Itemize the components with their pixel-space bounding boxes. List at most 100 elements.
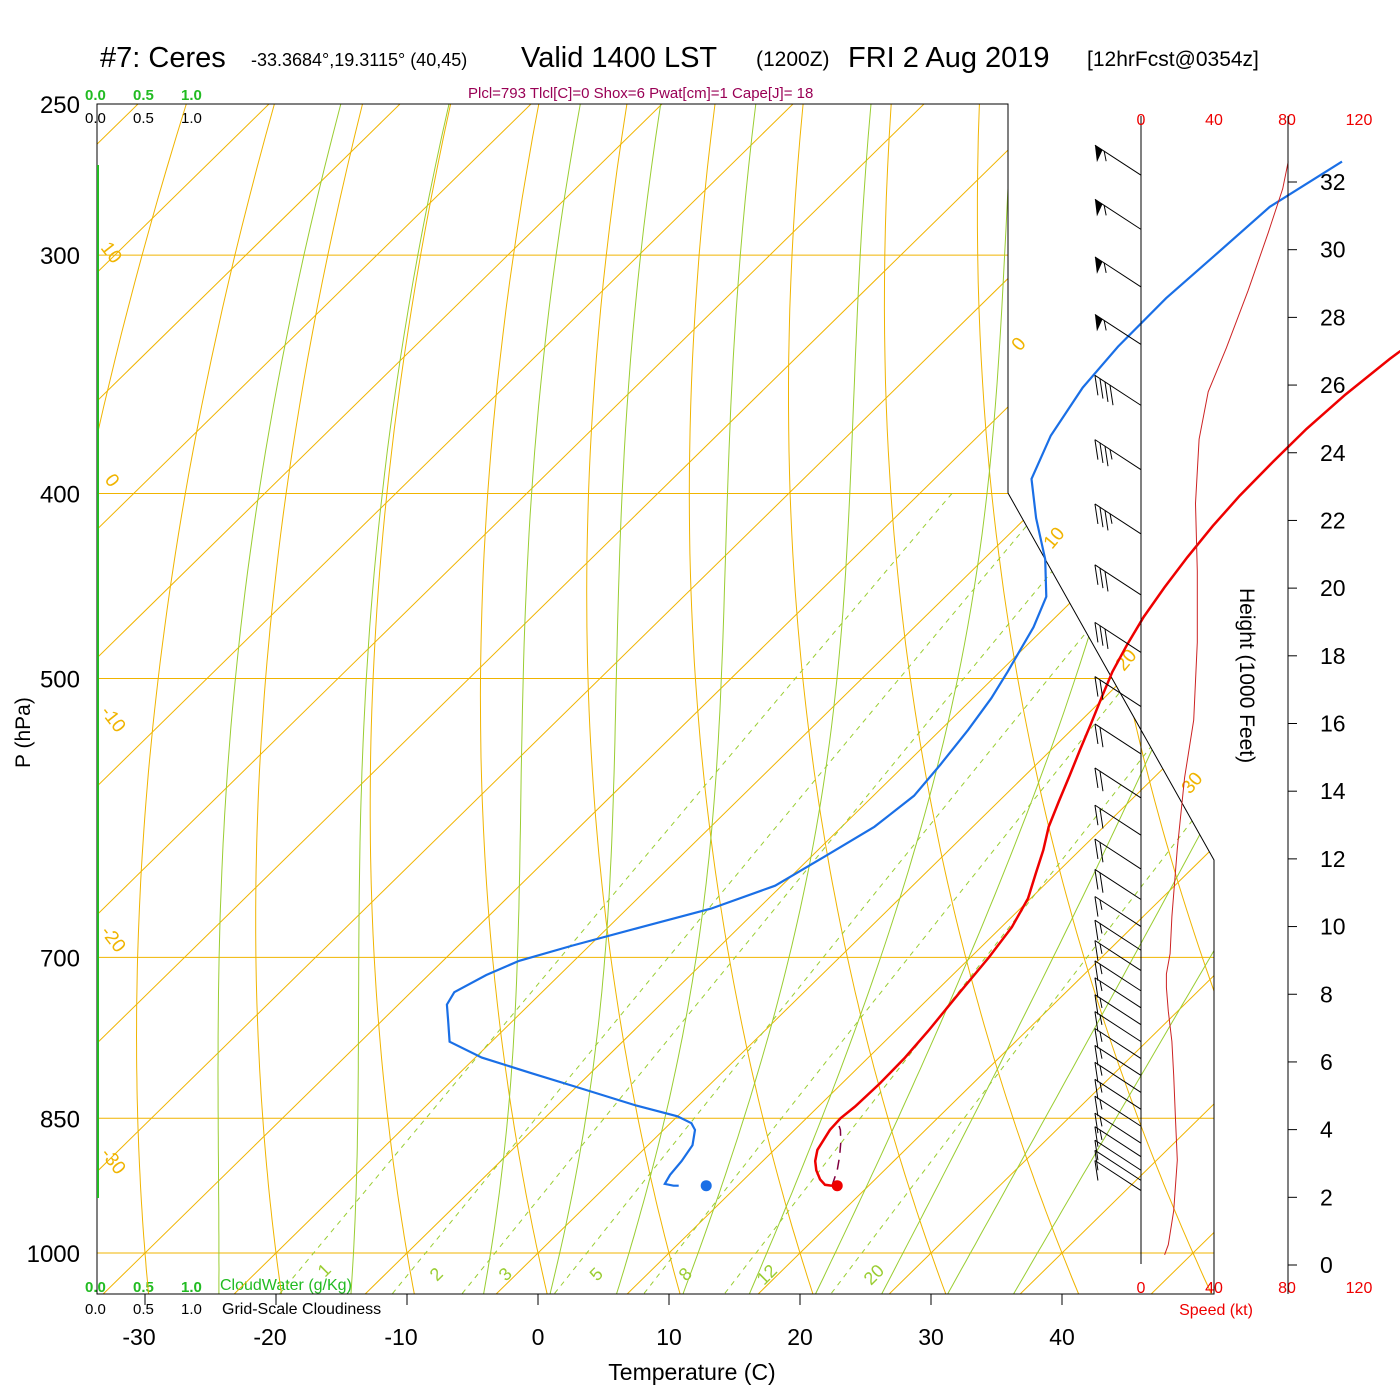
cloud-bottom-black-2: 1.0 [181, 1301, 202, 1318]
isotherm-label: -20 [96, 922, 129, 957]
isotherm-line [480, 104, 1214, 1294]
temperature-tick-label: -10 [384, 1324, 417, 1350]
temperature-tick-label: 20 [787, 1324, 813, 1350]
title: #7: Ceres -33.3684°,19.3115° (40,45) Val… [100, 42, 1259, 102]
mixing-ratio-label: 20 [860, 1261, 888, 1289]
speed-axis-bottom: 0 40 80 120 Speed (kt) [1137, 1280, 1373, 1319]
speed-axis-top: 0 40 80 120 [1137, 112, 1373, 129]
wind-barbs [1094, 144, 1142, 1191]
isotherm-line [97, 104, 1214, 1294]
wind-barb [1094, 994, 1142, 1026]
surface-temperature-point [831, 1180, 843, 1192]
wind-barb [1094, 1045, 1142, 1076]
cloud-bottom-black-1: 0.5 [133, 1301, 154, 1318]
isotherm-line [97, 104, 697, 1294]
wind-barb [1094, 144, 1142, 176]
moist-adiabat-line [742, 104, 1016, 1294]
height-tick-label: 2 [1320, 1184, 1333, 1210]
wind-barb [1094, 256, 1142, 288]
height-axis-label: Height (1000 Feet) [1235, 588, 1258, 763]
height-tick-label: 18 [1320, 643, 1346, 669]
height-tick-label: 14 [1320, 778, 1346, 804]
moist-adiabat-line [349, 104, 458, 1294]
wind-barb [1094, 313, 1142, 345]
isotherm-label: 30 [1178, 769, 1208, 799]
dry-adiabat-line [1154, 104, 1214, 1294]
cloud-top-green-1: 0.5 [133, 87, 154, 104]
pressure-tick-label: 300 [40, 243, 80, 270]
isotherm-label: 10 [1040, 524, 1070, 554]
dry-adiabat-line [883, 104, 1086, 1294]
moist-adiabat-line [873, 104, 1214, 1294]
temperature-axis-label: Temperature (C) [608, 1359, 775, 1385]
wind-barb [1094, 1126, 1142, 1158]
isotherm-line [218, 104, 1214, 1294]
wind-barb [1094, 1149, 1142, 1181]
title-fcst: [12hrFcst@0354z] [1087, 48, 1259, 71]
isotherm-line [97, 104, 1214, 1294]
wind-barb [1094, 977, 1142, 1009]
isotherm-line [611, 104, 1214, 1294]
pressure-axis: 250 300 400 500 700 850 1000 [27, 92, 80, 1268]
moist-adiabat-line [938, 104, 1214, 1294]
wind-barb [1094, 838, 1142, 870]
wind-barb [1094, 804, 1142, 836]
cloud-top-black-0: 0.0 [85, 110, 106, 127]
temperature-tick-label: 40 [1049, 1324, 1075, 1350]
wind-barb [1094, 767, 1142, 799]
moist-adiabat-line [676, 104, 875, 1294]
mixing-ratio-line [449, 493, 1117, 1294]
wind-barb [1094, 1061, 1142, 1093]
height-tick-label: 0 [1320, 1252, 1333, 1278]
mixing-ratio-line [819, 493, 1214, 1294]
isotherm-line [349, 104, 1214, 1294]
wind-barb [1094, 1028, 1142, 1059]
isotherm-line [97, 104, 1090, 1294]
isotherm-label: -30 [96, 1144, 129, 1179]
wind-barb [1094, 960, 1142, 992]
wind-barb [1094, 919, 1142, 951]
isotherm-line [742, 104, 1214, 1294]
cloud-bottom-green-0: 0.0 [85, 1279, 106, 1296]
cloud-top-green-2: 1.0 [181, 87, 202, 104]
title-coords: -33.3684°,19.3115° (40,45) [251, 50, 467, 70]
mixing-ratio-line [266, 493, 953, 1294]
wind-barb [1094, 198, 1142, 230]
mixing-ratio-label: 12 [753, 1261, 781, 1289]
title-zulu: (1200Z) [756, 48, 830, 71]
dry-adiabat-line [369, 104, 459, 1294]
mixing-ratio-label: 2 [426, 1264, 447, 1285]
isotherm-label: 10 [96, 238, 126, 268]
dry-adiabat-line [255, 104, 372, 1294]
height-tick-label: 20 [1320, 575, 1346, 601]
moist-adiabat-line [545, 104, 667, 1294]
isotherm-line [873, 104, 1214, 1294]
temperature-tick-label: 0 [532, 1324, 545, 1350]
cloud-bottom-green-1: 0.5 [133, 1279, 154, 1296]
speed-tick-top: 80 [1278, 112, 1296, 129]
height-tick-label: 16 [1320, 711, 1346, 737]
dry-adiabat-line [479, 104, 552, 1294]
wind-barb [1094, 1139, 1142, 1171]
cloud-scale-bottom: 0.0 0.5 1.0 CloudWater (g/Kg) 0.0 0.5 1.… [85, 1277, 381, 1318]
wind-barb [1094, 621, 1142, 653]
isotherm-label: 0 [1008, 334, 1031, 356]
moist-adiabat-line [611, 104, 761, 1294]
wind-barb [1094, 564, 1142, 596]
title-station: #7: Ceres [100, 42, 226, 74]
mixing-ratio-line [541, 493, 1200, 1294]
temperature-axis: -30 -20 -10 0 10 20 30 40 [122, 1294, 1075, 1350]
mixing-ratio-line [379, 493, 1054, 1294]
mixing-ratio-label: 5 [586, 1264, 607, 1285]
pressure-axis-label: P (hPa) [12, 697, 35, 768]
temperature-curve [813, 349, 1400, 1187]
wind-barb [1094, 869, 1142, 900]
cloud-scale-top: 0.0 0.5 1.0 0.0 0.5 1.0 [85, 87, 202, 127]
dewpoint-curve [445, 160, 1343, 1187]
dry-adiabat-line [586, 104, 685, 1294]
cloud-bottom-black-0: 0.0 [85, 1301, 106, 1318]
speed-tick-top: 120 [1346, 112, 1373, 129]
title-date: FRI 2 Aug 2019 [848, 42, 1050, 74]
height-tick-label: 4 [1320, 1117, 1333, 1143]
cloud-top-green-0: 0.0 [85, 87, 106, 104]
